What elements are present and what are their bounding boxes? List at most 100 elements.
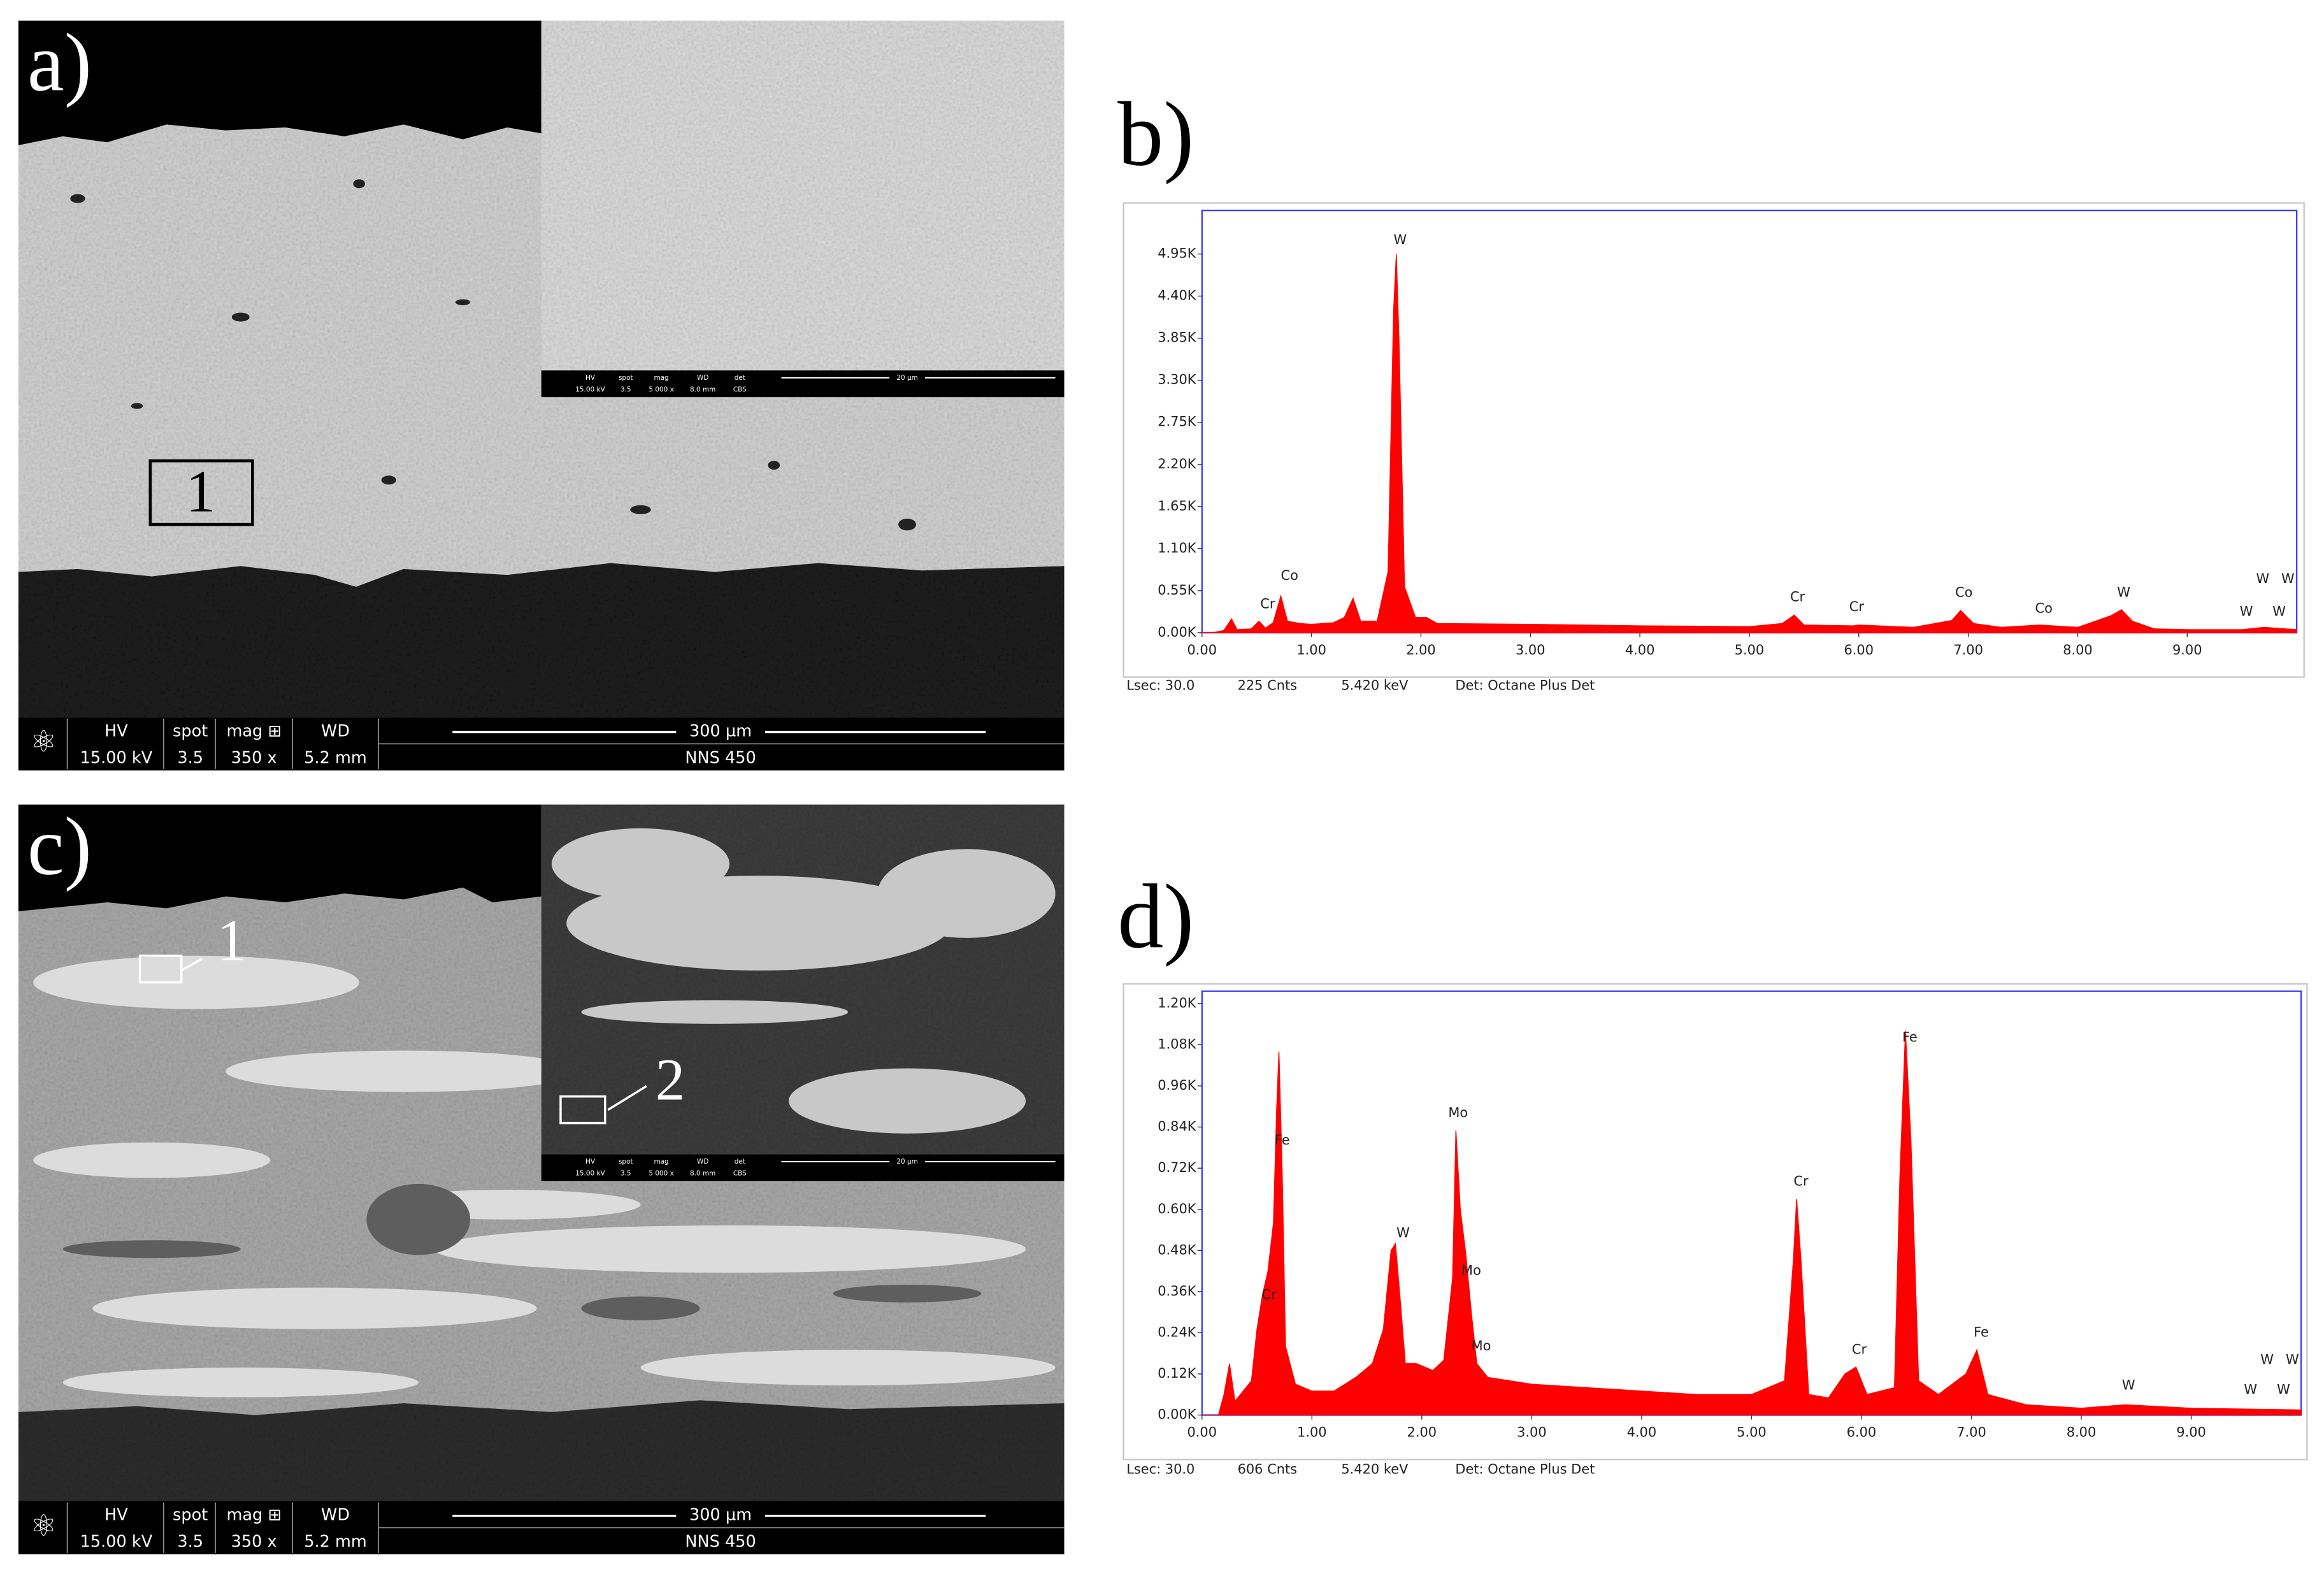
y-tick-label: 0.60K [1158, 1201, 1197, 1216]
peak-label: Mo [1472, 1338, 1491, 1354]
scale-label: 300 µm [689, 722, 752, 741]
peak-label: W [2260, 1352, 2274, 1367]
y-tick-label: 3.85K [1158, 330, 1197, 345]
peak-label: Cr [1793, 1174, 1809, 1189]
x-tick-label: 9.00 [2176, 1424, 2206, 1440]
y-tick-label: 0.36K [1158, 1283, 1197, 1299]
x-tick-label: 4.00 [1627, 1424, 1657, 1440]
scale-label: 300 µm [689, 1506, 752, 1525]
footer-text: Lsec: 30.0 [1126, 678, 1194, 693]
y-tick-label: 0.84K [1158, 1119, 1197, 1134]
peak-label: Co [1955, 584, 1972, 600]
analysis-box [148, 459, 254, 526]
x-tick-label: 9.00 [2172, 642, 2202, 658]
marker-arrow [607, 1085, 647, 1111]
footer-text: 5.420 keV [1341, 678, 1409, 693]
x-tick-label: 7.00 [1953, 642, 1983, 658]
detector-icon: ⚛ [31, 1508, 57, 1543]
inset-scale-bg [889, 1157, 925, 1166]
footer-text: 5.420 keV [1341, 1462, 1409, 1477]
y-tick-label: 2.20K [1158, 456, 1197, 472]
inset-label: spot [619, 1158, 633, 1166]
peak-label: W [2256, 571, 2270, 586]
x-tick-label: 0.00 [1187, 1424, 1217, 1440]
info-label: mag ⊞ [226, 1506, 281, 1525]
peak-label: Mo [1461, 1263, 1481, 1278]
info-label: spot [173, 1506, 208, 1525]
x-tick-label: 3.00 [1516, 642, 1546, 658]
inset-label: WD [697, 1158, 708, 1166]
footer-text: Det: Octane Plus Det [1455, 1462, 1595, 1477]
peak-label: Co [2035, 601, 2052, 616]
inset-particles [552, 828, 1056, 1134]
info-label: mag ⊞ [226, 722, 281, 741]
y-tick-label: 0.72K [1158, 1160, 1197, 1175]
inset-scale-bg [889, 373, 925, 382]
x-tick-label: 6.00 [1844, 642, 1874, 658]
footer-text: 225 Cnts [1238, 678, 1298, 693]
y-tick-label: 0.00K [1158, 624, 1197, 640]
peak-label: W [1393, 232, 1407, 247]
device-label: NNS 450 [685, 749, 756, 768]
device-label: NNS 450 [685, 1533, 756, 1552]
info-label: HV [104, 1506, 128, 1525]
plot-area [1201, 990, 2302, 1416]
peak-label: W [2272, 603, 2286, 619]
x-tick-label: 3.00 [1517, 1424, 1547, 1440]
x-tick-label: 5.00 [1737, 1424, 1767, 1440]
y-tick-label: 1.10K [1158, 540, 1197, 556]
light-lamellae [33, 955, 1056, 1397]
inset-value: CBS [733, 1170, 747, 1178]
inset-value: 15.00 kV [575, 1170, 605, 1178]
info-value: 350 x [231, 1533, 277, 1552]
panel-label: b) [1117, 84, 1194, 185]
y-tick-label: 4.95K [1158, 246, 1197, 261]
peak-label: Cr [1852, 1341, 1867, 1357]
inset-bar [541, 1154, 1065, 1181]
analysis-box [138, 955, 183, 984]
footer-text: 606 Cnts [1238, 1462, 1298, 1477]
info-value: 5.2 mm [304, 749, 367, 768]
y-tick-label: 4.40K [1158, 288, 1197, 303]
inset-label: mag [654, 374, 668, 382]
info-value: 15.00 kV [80, 1533, 153, 1552]
inset-scale-label: 20 µm [896, 1158, 917, 1166]
x-tick-label: 7.00 [1956, 1424, 1986, 1440]
substrate [18, 563, 1065, 718]
dark-lamellae [62, 1183, 982, 1320]
peak-label: Fe [1275, 1132, 1290, 1148]
inset-image [541, 20, 1065, 371]
peak-label: W [2117, 584, 2130, 600]
y-tick-label: 0.96K [1158, 1078, 1197, 1093]
peak-label: W [2122, 1377, 2135, 1392]
inset-label: HV [585, 374, 596, 382]
x-tick-label: 8.00 [2067, 1424, 2097, 1440]
info-label: WD [321, 722, 350, 741]
marker-label: 2 [656, 1048, 685, 1113]
inset-label: mag [654, 1158, 668, 1166]
y-tick-label: 3.30K [1158, 372, 1197, 387]
x-tick-label: 8.00 [2063, 642, 2093, 658]
inset-value: 3.5 [620, 1170, 631, 1178]
info-label: spot [173, 722, 208, 741]
marker-label: 1 [217, 908, 247, 974]
spectrum [1201, 1030, 2302, 1416]
x-tick-label: 4.00 [1625, 642, 1655, 658]
analysis-box [559, 1095, 606, 1125]
info-value: 3.5 [177, 1533, 203, 1552]
y-tick-label: 2.75K [1158, 414, 1197, 430]
plot-area [1201, 210, 2298, 634]
background-region [18, 804, 542, 912]
x-tick-label: 5.00 [1735, 642, 1765, 658]
peak-label: Mo [1448, 1105, 1468, 1120]
inset-value: 8.0 mm [690, 386, 715, 394]
substrate [18, 1400, 1065, 1501]
inset-value: 5 000 x [649, 386, 673, 394]
peak-label: Cr [1849, 599, 1865, 614]
x-tick-label: 0.00 [1187, 642, 1217, 658]
marker-arrow [180, 957, 203, 972]
inset-label: det [735, 374, 745, 382]
x-tick-label: 1.00 [1296, 642, 1326, 658]
peak-label: Fe [1902, 1030, 1918, 1045]
